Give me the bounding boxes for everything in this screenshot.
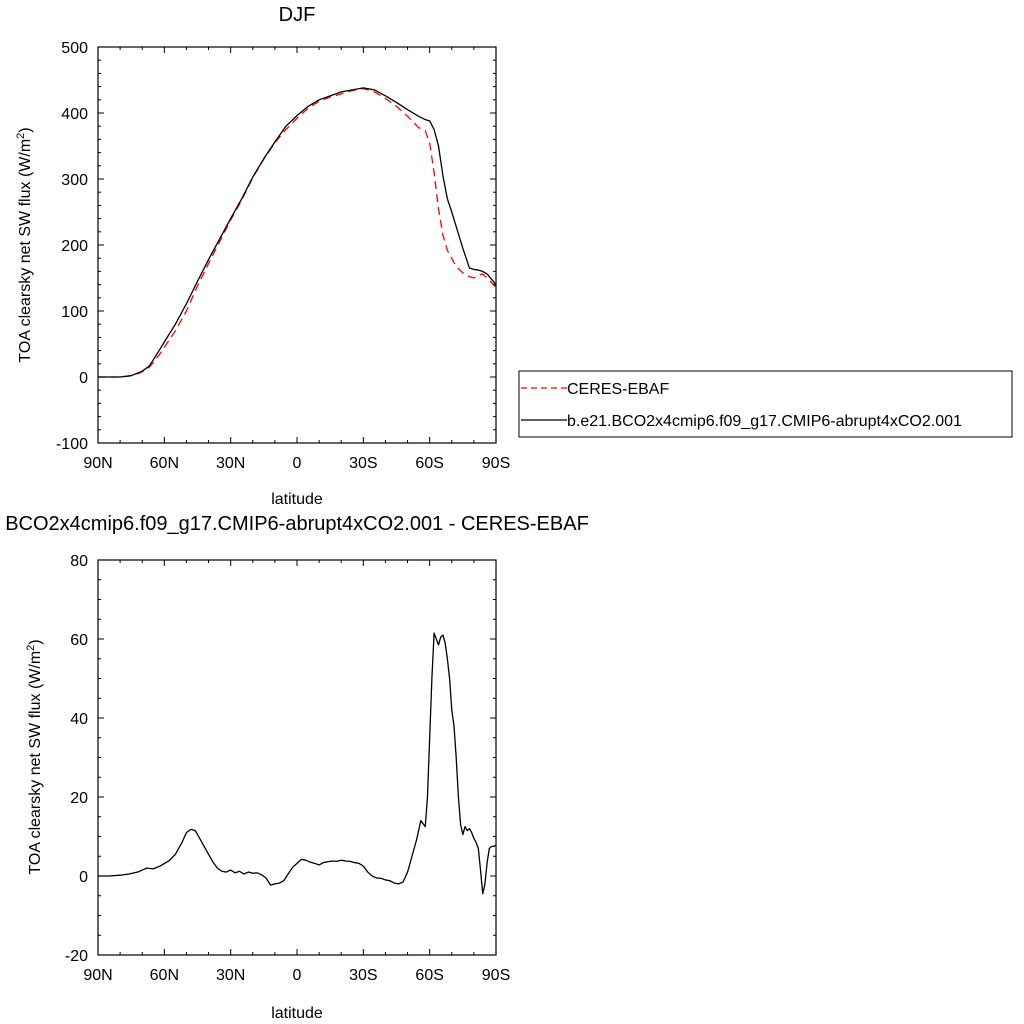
top-y-axis-label-main: TOA clearsky net SW flux (W/m <box>17 139 34 363</box>
legend: CERES-EBAF b.e21.BCO2x4cmip6.f09_g17.CMI… <box>518 370 1013 438</box>
top-x-tick-label: 30S <box>349 455 377 472</box>
top-y-tick-label: -100 <box>56 436 88 453</box>
bottom-y-tick-label: -20 <box>65 948 88 965</box>
top-y-tick-label: 100 <box>61 304 88 321</box>
top-y-tick-label: 300 <box>61 172 88 189</box>
bottom-x-axis-label: latitude <box>271 1005 323 1022</box>
top-x-tick-label: 0 <box>293 455 302 472</box>
top-y-tick-label: 200 <box>61 238 88 255</box>
top-x-tick-label: 60N <box>150 455 179 472</box>
top-y-tick-label: 500 <box>61 40 88 57</box>
bottom-y-tick-label: 0 <box>79 869 88 886</box>
top-axes: 90N 60N 30N 0 30S 60S 90S -100 0 100 200 300 400 500 <box>56 40 510 472</box>
bottom-y-tick-label: 80 <box>70 553 88 570</box>
svg-text:TOA clearsky net SW flux (W/m2: TOA clearsky net SW flux (W/m2) <box>15 127 34 362</box>
top-x-tick-label: 60S <box>415 455 443 472</box>
bottom-x-tick-label: 60N <box>150 967 179 984</box>
bottom-x-tick-label: 30N <box>216 967 245 984</box>
top-plot-area <box>98 87 496 378</box>
bottom-x-tick-label: 0 <box>293 967 302 984</box>
bottom-y-axis-label: TOA clearsky net SW flux (W/m2) <box>25 639 44 874</box>
top-y-axis-label: TOA clearsky net SW flux (W/m2) <box>15 127 34 362</box>
bottom-y-axis-label-main: TOA clearsky net SW flux (W/m <box>27 651 44 875</box>
top-panel: DJF TOA clearsky net SW flux (W/m2) lati… <box>15 4 1013 508</box>
top-chart-title: DJF <box>279 4 316 26</box>
bottom-axes: 90N 60N 30N 0 30S 60S 90S -20 0 20 40 60 80 <box>65 553 510 984</box>
top-y-axis-label-sup: 2 <box>15 133 27 139</box>
legend-label-model: b.e21.BCO2x4cmip6.f09_g17.CMIP6-abrupt4x… <box>567 413 962 430</box>
bottom-y-tick-label: 60 <box>70 632 88 649</box>
bottom-x-tick-label: 60S <box>415 967 443 984</box>
bottom-y-tick-label: 40 <box>70 711 88 728</box>
bottom-series-line-difference <box>98 632 496 895</box>
legend-box <box>518 370 1013 438</box>
legend-label-ceres: CERES-EBAF <box>567 381 669 398</box>
bottom-y-tick-label: 20 <box>70 790 88 807</box>
bottom-panel: BCO2x4cmip6.f09_g17.CMIP6-abrupt4xCO2.00… <box>5 513 589 1022</box>
bottom-chart-title: BCO2x4cmip6.f09_g17.CMIP6-abrupt4xCO2.00… <box>5 513 589 535</box>
top-y-tick-label: 400 <box>61 106 88 123</box>
top-x-axis-label: latitude <box>271 491 323 508</box>
top-x-tick-label: 90S <box>482 455 510 472</box>
top-x-tick-label: 30N <box>216 455 245 472</box>
top-series-line-model <box>98 87 496 378</box>
bottom-plot-area <box>98 632 496 895</box>
top-y-axis-label-close: ) <box>17 127 34 132</box>
top-y-tick-label: 0 <box>79 370 88 387</box>
bottom-x-tick-label: 90N <box>83 967 112 984</box>
bottom-x-tick-label: 30S <box>349 967 377 984</box>
top-x-tick-label: 90N <box>83 455 112 472</box>
bottom-y-axis-label-sup: 2 <box>25 645 37 651</box>
bottom-x-tick-label: 90S <box>482 967 510 984</box>
top-series-line-ceres <box>98 87 496 378</box>
svg-text:TOA clearsky net SW flux (W/m2: TOA clearsky net SW flux (W/m2) <box>25 639 44 874</box>
bottom-y-axis-label-close: ) <box>27 639 44 644</box>
